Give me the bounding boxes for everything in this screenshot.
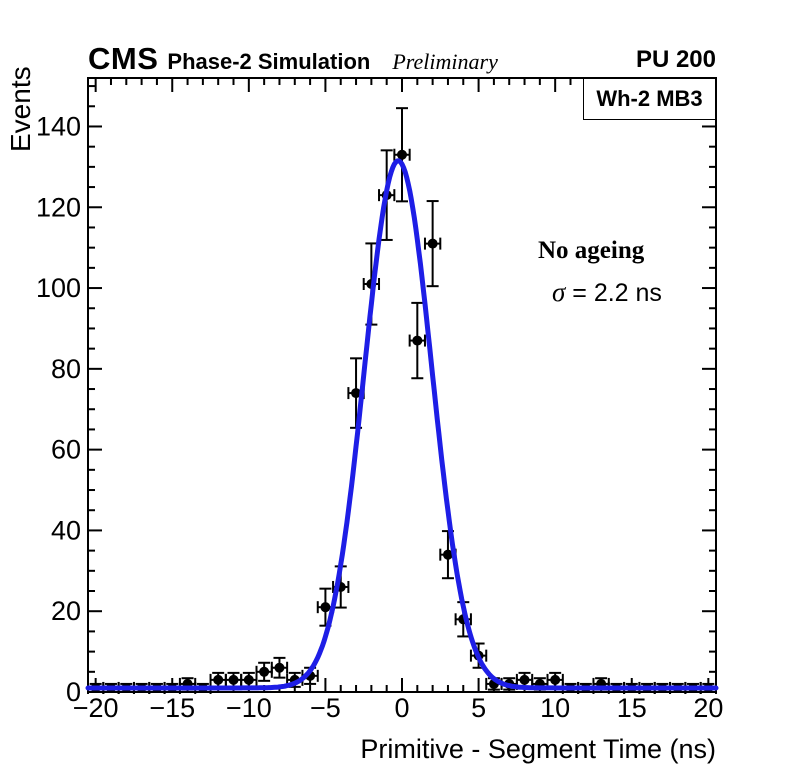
x-tick-label: −5 [310,693,341,723]
preliminary-label: Preliminary [392,49,498,74]
data-point-marker [243,674,254,685]
data-point [224,671,243,688]
sigma-annotation: σ = 2.2 ns [552,277,662,308]
plot-frame [87,77,717,693]
figure-header: CMS Phase-2 Simulation Preliminary [88,41,498,77]
y-tick-label: 20 [51,596,81,626]
x-axis-title: Primitive - Segment Time (ns) [360,734,716,764]
data-point [209,671,227,688]
x-tick-label: 5 [471,693,486,723]
data-point-marker [213,674,224,685]
data-point-marker [228,674,239,685]
y-tick-label: 0 [66,677,81,707]
stats-box-label: Wh-2 MB3 [596,86,703,111]
data-point [408,301,426,380]
sigma-value: = 2.2 ns [565,279,662,307]
data-point-marker [274,662,285,673]
data-point [255,661,273,682]
data-point-marker [259,666,270,677]
gaussian-fit-curve [85,158,719,691]
y-tick-label: 100 [36,273,81,303]
stats-box: Wh-2 MB3 [583,78,716,120]
data-point [423,200,442,288]
x-tick-label: 20 [693,693,723,723]
y-tick-label: 60 [51,435,81,465]
phase2-simulation-label: Phase-2 Simulation [167,49,371,74]
data-point [393,107,411,203]
scenario-annotation: No ageing [538,237,645,264]
sigma-symbol: σ [552,277,566,307]
x-tick-label: −10 [226,693,272,723]
data-point-marker [550,674,561,685]
x-tick-label: −20 [73,693,119,723]
x-tick-label: 0 [394,693,409,723]
y-tick-label: 120 [36,192,81,222]
pileup-label: PU 200 [635,46,716,73]
y-tick-label: 140 [36,111,81,141]
data-point-marker [442,549,453,560]
x-tick-label: 10 [540,693,570,723]
data-point-marker [427,238,438,249]
y-axis-title: Events [5,66,36,152]
data-point-marker [320,602,331,613]
y-tick-label: 80 [51,354,81,384]
data-point [270,656,289,679]
data-point [546,671,564,688]
data-point-marker [412,335,423,346]
data-point [240,671,258,688]
data-point-marker [519,674,530,685]
data-point-marker [351,388,362,399]
cms-logo-text: CMS [88,41,159,76]
y-tick-label: 40 [51,515,81,545]
x-tick-label: −15 [149,693,195,723]
data-point-marker [397,149,407,160]
x-tick-label: 15 [617,693,647,723]
